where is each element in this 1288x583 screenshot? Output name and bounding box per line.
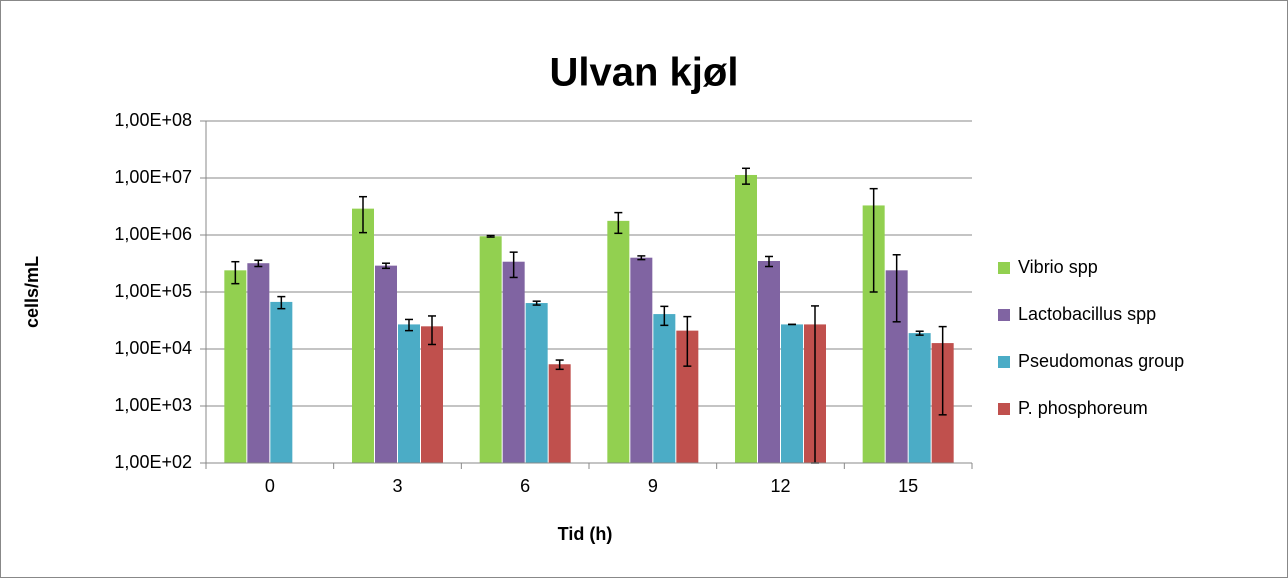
bar [862,205,885,463]
error-bar [915,330,924,336]
error-bar [382,262,390,270]
bar [781,324,803,463]
legend-swatch [998,356,1010,368]
x-tick-label: 0 [265,476,275,496]
bar [247,263,270,463]
y-tick-label: 1,00E+06 [114,224,192,244]
x-tick-label: 15 [898,476,918,496]
y-tick-label: 1,00E+02 [114,452,192,472]
legend-label: Vibrio spp [1018,257,1098,277]
error-bar [892,254,901,323]
error-bar [486,234,495,238]
bar [525,303,548,463]
bar [421,326,443,463]
legend-swatch [998,309,1010,321]
error-bar [428,315,436,346]
bar [653,314,676,463]
legend-swatch [998,403,1010,415]
y-tick-label: 1,00E+05 [114,281,192,301]
x-tick-label: 3 [392,476,402,496]
error-bar [869,187,878,293]
legend-label: Pseudomonas group [1018,351,1184,371]
legend-label: Lactobacillus spp [1018,304,1156,324]
error-bar [683,315,692,367]
bar [398,324,420,463]
bar [885,270,908,463]
bar [676,330,699,463]
legend-label: P. phosphoreum [1018,398,1148,418]
bar [735,174,757,463]
legend-swatch [998,262,1010,274]
x-axis-label: Tid (h) [558,524,613,544]
error-bar [509,251,518,279]
bar [502,261,525,463]
x-tick-label: 9 [648,476,658,496]
error-bar [359,195,367,234]
error-bar [277,295,286,310]
error-bar [254,259,263,268]
chart-title: Ulvan kjøl [550,51,739,95]
bar [758,260,780,463]
error-bar [405,318,413,332]
error-bar [742,167,750,185]
error-bar [532,300,541,306]
bar [375,265,397,463]
error-bar [614,211,623,235]
error-bar [231,260,240,285]
bar [548,364,571,463]
error-bar [660,305,669,327]
bar [270,301,293,463]
y-tick-label: 1,00E+08 [114,110,192,130]
error-bar [938,325,947,416]
error-bar [637,255,646,261]
error-bar [765,255,773,268]
y-tick-label: 1,00E+03 [114,395,192,415]
bar [224,270,247,463]
y-tick-label: 1,00E+07 [114,167,192,187]
bar [479,236,502,463]
bar [352,208,374,463]
error-bar [555,359,564,371]
bar [630,257,653,463]
x-tick-label: 6 [520,476,530,496]
x-tick-label: 12 [770,476,790,496]
y-axis-label: cells/mL [22,256,42,328]
bar [607,220,630,463]
y-tick-label: 1,00E+04 [114,338,192,358]
bar [908,333,931,463]
